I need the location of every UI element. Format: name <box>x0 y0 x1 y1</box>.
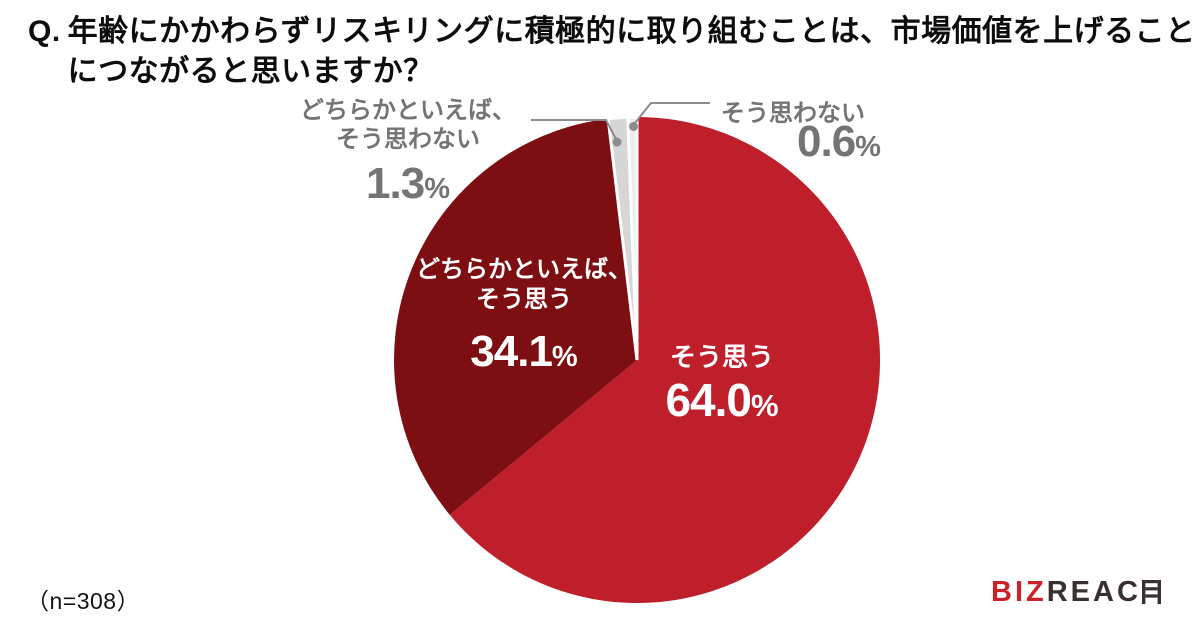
percent-sign: % <box>424 173 450 205</box>
value-digits: 0.6 <box>797 117 856 166</box>
ladder-h-icon <box>1141 580 1161 604</box>
percent-sign: % <box>750 388 779 423</box>
leader-dot-not-think <box>629 122 638 131</box>
pie-slice-think <box>449 116 881 603</box>
question-line-1: 年齢にかかわらずリスキリングに積極的に取り組むことは、市場価値を上げること <box>67 15 1196 48</box>
value-digits: 34.1 <box>470 327 553 376</box>
value-digits: 1.3 <box>366 159 425 208</box>
slice-label-rather-think-line1: どちらかといえば、 <box>416 256 632 283</box>
callout-rather-not-think-value: 1.3% <box>295 160 521 213</box>
callout-rather-not-think-label-line2: そう思わない <box>336 126 480 153</box>
logo-text-biz: BIZ <box>991 576 1047 608</box>
sample-size: （n=308） <box>26 588 141 614</box>
callout-rather-not-think-label-line1: どちらかといえば、 <box>300 97 516 124</box>
pie-slice-not-think <box>626 115 639 361</box>
slice-label-think-value: 64.0% <box>622 376 822 430</box>
callout-rather-not-think: どちらかといえば、 そう思わない 1.3% <box>295 96 521 213</box>
pie-slice-rather-think <box>394 118 637 515</box>
leader-line-rather-not-think <box>531 119 617 140</box>
callout-not-think-label: そう思わない <box>721 100 865 127</box>
question-line-2: につながると思いますか？ <box>67 55 434 88</box>
slice-label-think-text: そう思う <box>669 342 774 372</box>
slice-label-rather-think-value: 34.1% <box>398 328 650 381</box>
percent-sign: % <box>551 341 578 373</box>
slice-label-rather-think: どちらかといえば、 そう思う 34.1% <box>398 255 650 381</box>
question-title: Q. 年齢にかかわらずリスキリングに積極的に取り組むことは、市場価値を上げること… <box>28 12 1196 92</box>
callout-not-think-value: 0.6% <box>797 118 881 171</box>
logo-text-reac: REAC <box>1046 576 1141 608</box>
leader-dot-rather-not-think <box>612 137 622 147</box>
bizreach-logo: BIZ REAC <box>991 576 1161 608</box>
question-text: 年齢にかかわらずリスキリングに積極的に取り組むことは、市場価値を上げること につ… <box>68 12 1196 92</box>
value-digits: 64.0 <box>665 374 752 426</box>
percent-sign: % <box>855 131 881 163</box>
leader-line-not-think <box>634 102 710 124</box>
slice-label-rather-think-line2: そう思う <box>476 286 572 313</box>
question-prefix: Q. <box>28 15 61 48</box>
slice-label-think: そう思う 64.0% <box>622 340 822 430</box>
